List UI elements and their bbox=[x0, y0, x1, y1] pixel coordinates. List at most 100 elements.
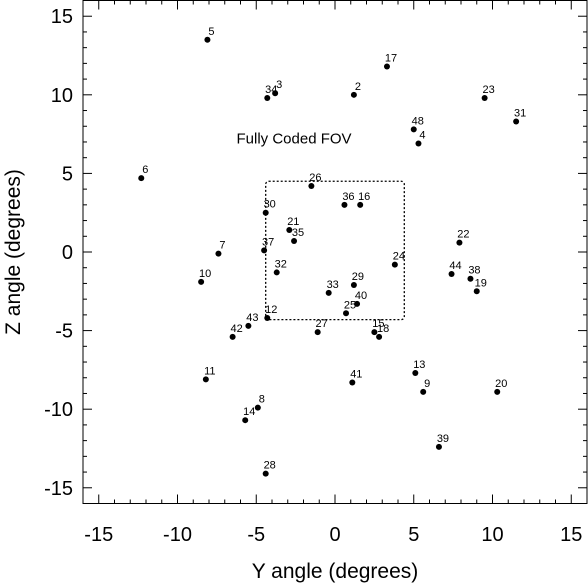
point-label: 41 bbox=[350, 368, 362, 380]
x-tick-label: -10 bbox=[163, 524, 192, 546]
point-label: 15 bbox=[372, 318, 384, 330]
data-point bbox=[272, 90, 279, 97]
data-point bbox=[286, 226, 293, 233]
point-label: 22 bbox=[457, 229, 469, 241]
point-label: 12 bbox=[265, 304, 277, 316]
data-point bbox=[204, 36, 211, 43]
point-label: 7 bbox=[219, 240, 225, 252]
point-label: 32 bbox=[275, 258, 287, 270]
data-point bbox=[314, 329, 321, 336]
x-tick-label: -15 bbox=[84, 524, 113, 546]
y-tick-label: 15 bbox=[51, 6, 73, 28]
data-point bbox=[261, 247, 268, 254]
point-label: 24 bbox=[393, 251, 405, 263]
point-label: 4 bbox=[419, 130, 425, 142]
data-point bbox=[513, 118, 520, 125]
point-label: 9 bbox=[424, 378, 430, 390]
y-tick-label: -10 bbox=[44, 399, 73, 421]
data-point bbox=[262, 209, 269, 216]
y-tick-label: 10 bbox=[51, 85, 73, 107]
x-tick-label: 5 bbox=[408, 524, 419, 546]
point-label: 2 bbox=[355, 81, 361, 93]
point-label: 35 bbox=[292, 227, 304, 239]
data-point bbox=[376, 333, 383, 340]
data-point bbox=[415, 140, 422, 147]
point-label: 33 bbox=[327, 279, 339, 291]
x-tick-label: -5 bbox=[247, 524, 265, 546]
point-label: 40 bbox=[355, 290, 367, 302]
data-point bbox=[354, 300, 361, 307]
data-point bbox=[308, 182, 315, 189]
point-label: 3 bbox=[276, 79, 282, 91]
data-point bbox=[435, 443, 442, 450]
x-tick-label: 10 bbox=[481, 524, 503, 546]
data-point bbox=[215, 250, 222, 257]
point-label: 23 bbox=[483, 84, 495, 96]
point-label: 43 bbox=[246, 312, 258, 324]
point-label: 11 bbox=[204, 365, 215, 377]
point-label: 34 bbox=[265, 84, 277, 96]
data-point bbox=[349, 379, 356, 386]
data-point bbox=[291, 237, 298, 244]
point-label: 10 bbox=[199, 268, 211, 280]
data-point bbox=[412, 370, 419, 377]
data-point bbox=[467, 275, 474, 282]
points-layer: 2345678910111213141516171819202122232425… bbox=[138, 26, 526, 477]
point-label: 19 bbox=[475, 277, 487, 289]
y-tick-label: -5 bbox=[55, 321, 73, 343]
point-label: 27 bbox=[316, 318, 328, 330]
data-point bbox=[343, 310, 350, 317]
data-point bbox=[245, 322, 252, 329]
data-point bbox=[357, 201, 364, 208]
data-point bbox=[138, 175, 145, 182]
data-point bbox=[202, 376, 209, 383]
ticks-layer bbox=[82, 0, 588, 504]
point-label: 28 bbox=[264, 460, 276, 472]
data-point bbox=[420, 388, 427, 395]
point-label: 14 bbox=[243, 406, 255, 418]
point-label: 44 bbox=[449, 260, 461, 272]
point-label: 16 bbox=[358, 191, 370, 203]
data-point bbox=[391, 261, 398, 268]
data-point bbox=[481, 94, 488, 101]
point-label: 6 bbox=[142, 164, 148, 176]
point-label: 42 bbox=[231, 323, 243, 335]
point-label: 36 bbox=[342, 191, 354, 203]
point-label: 29 bbox=[352, 271, 364, 283]
data-point bbox=[456, 239, 463, 246]
region-layer bbox=[265, 180, 405, 321]
data-point bbox=[325, 289, 332, 296]
point-label: 25 bbox=[344, 299, 356, 311]
point-label: 8 bbox=[259, 394, 265, 406]
tick-labels-layer: -15 -10 -5 0 5 10 15 -15 -10 -5 0 5 10 15 bbox=[44, 6, 582, 546]
point-label: 31 bbox=[514, 108, 526, 120]
fov-annotation: Fully Coded FOV bbox=[237, 131, 352, 148]
x-tick-label: 0 bbox=[329, 524, 340, 546]
data-point bbox=[264, 315, 271, 322]
data-point bbox=[254, 404, 261, 411]
point-label: 13 bbox=[413, 359, 425, 371]
data-point bbox=[383, 63, 390, 70]
data-point bbox=[262, 470, 269, 477]
data-point bbox=[264, 94, 271, 101]
point-label: 21 bbox=[287, 216, 299, 228]
x-tick-label: 15 bbox=[560, 524, 582, 546]
point-label: 37 bbox=[262, 236, 274, 248]
fully-coded-fov-box bbox=[265, 180, 405, 321]
data-point bbox=[473, 288, 480, 295]
annotations-layer: Fully Coded FOV bbox=[237, 131, 352, 148]
data-point bbox=[350, 91, 357, 98]
data-point bbox=[198, 278, 205, 285]
data-point bbox=[242, 417, 249, 424]
data-point bbox=[273, 269, 280, 276]
y-tick-label: 0 bbox=[62, 242, 73, 264]
point-label: 18 bbox=[377, 323, 389, 335]
data-point bbox=[350, 282, 357, 289]
point-label: 30 bbox=[264, 199, 276, 211]
point-label: 26 bbox=[309, 172, 321, 184]
data-point bbox=[494, 388, 501, 395]
y-axis-title: Z angle (degrees) bbox=[2, 169, 25, 335]
data-point bbox=[448, 271, 455, 278]
data-point bbox=[229, 333, 236, 340]
